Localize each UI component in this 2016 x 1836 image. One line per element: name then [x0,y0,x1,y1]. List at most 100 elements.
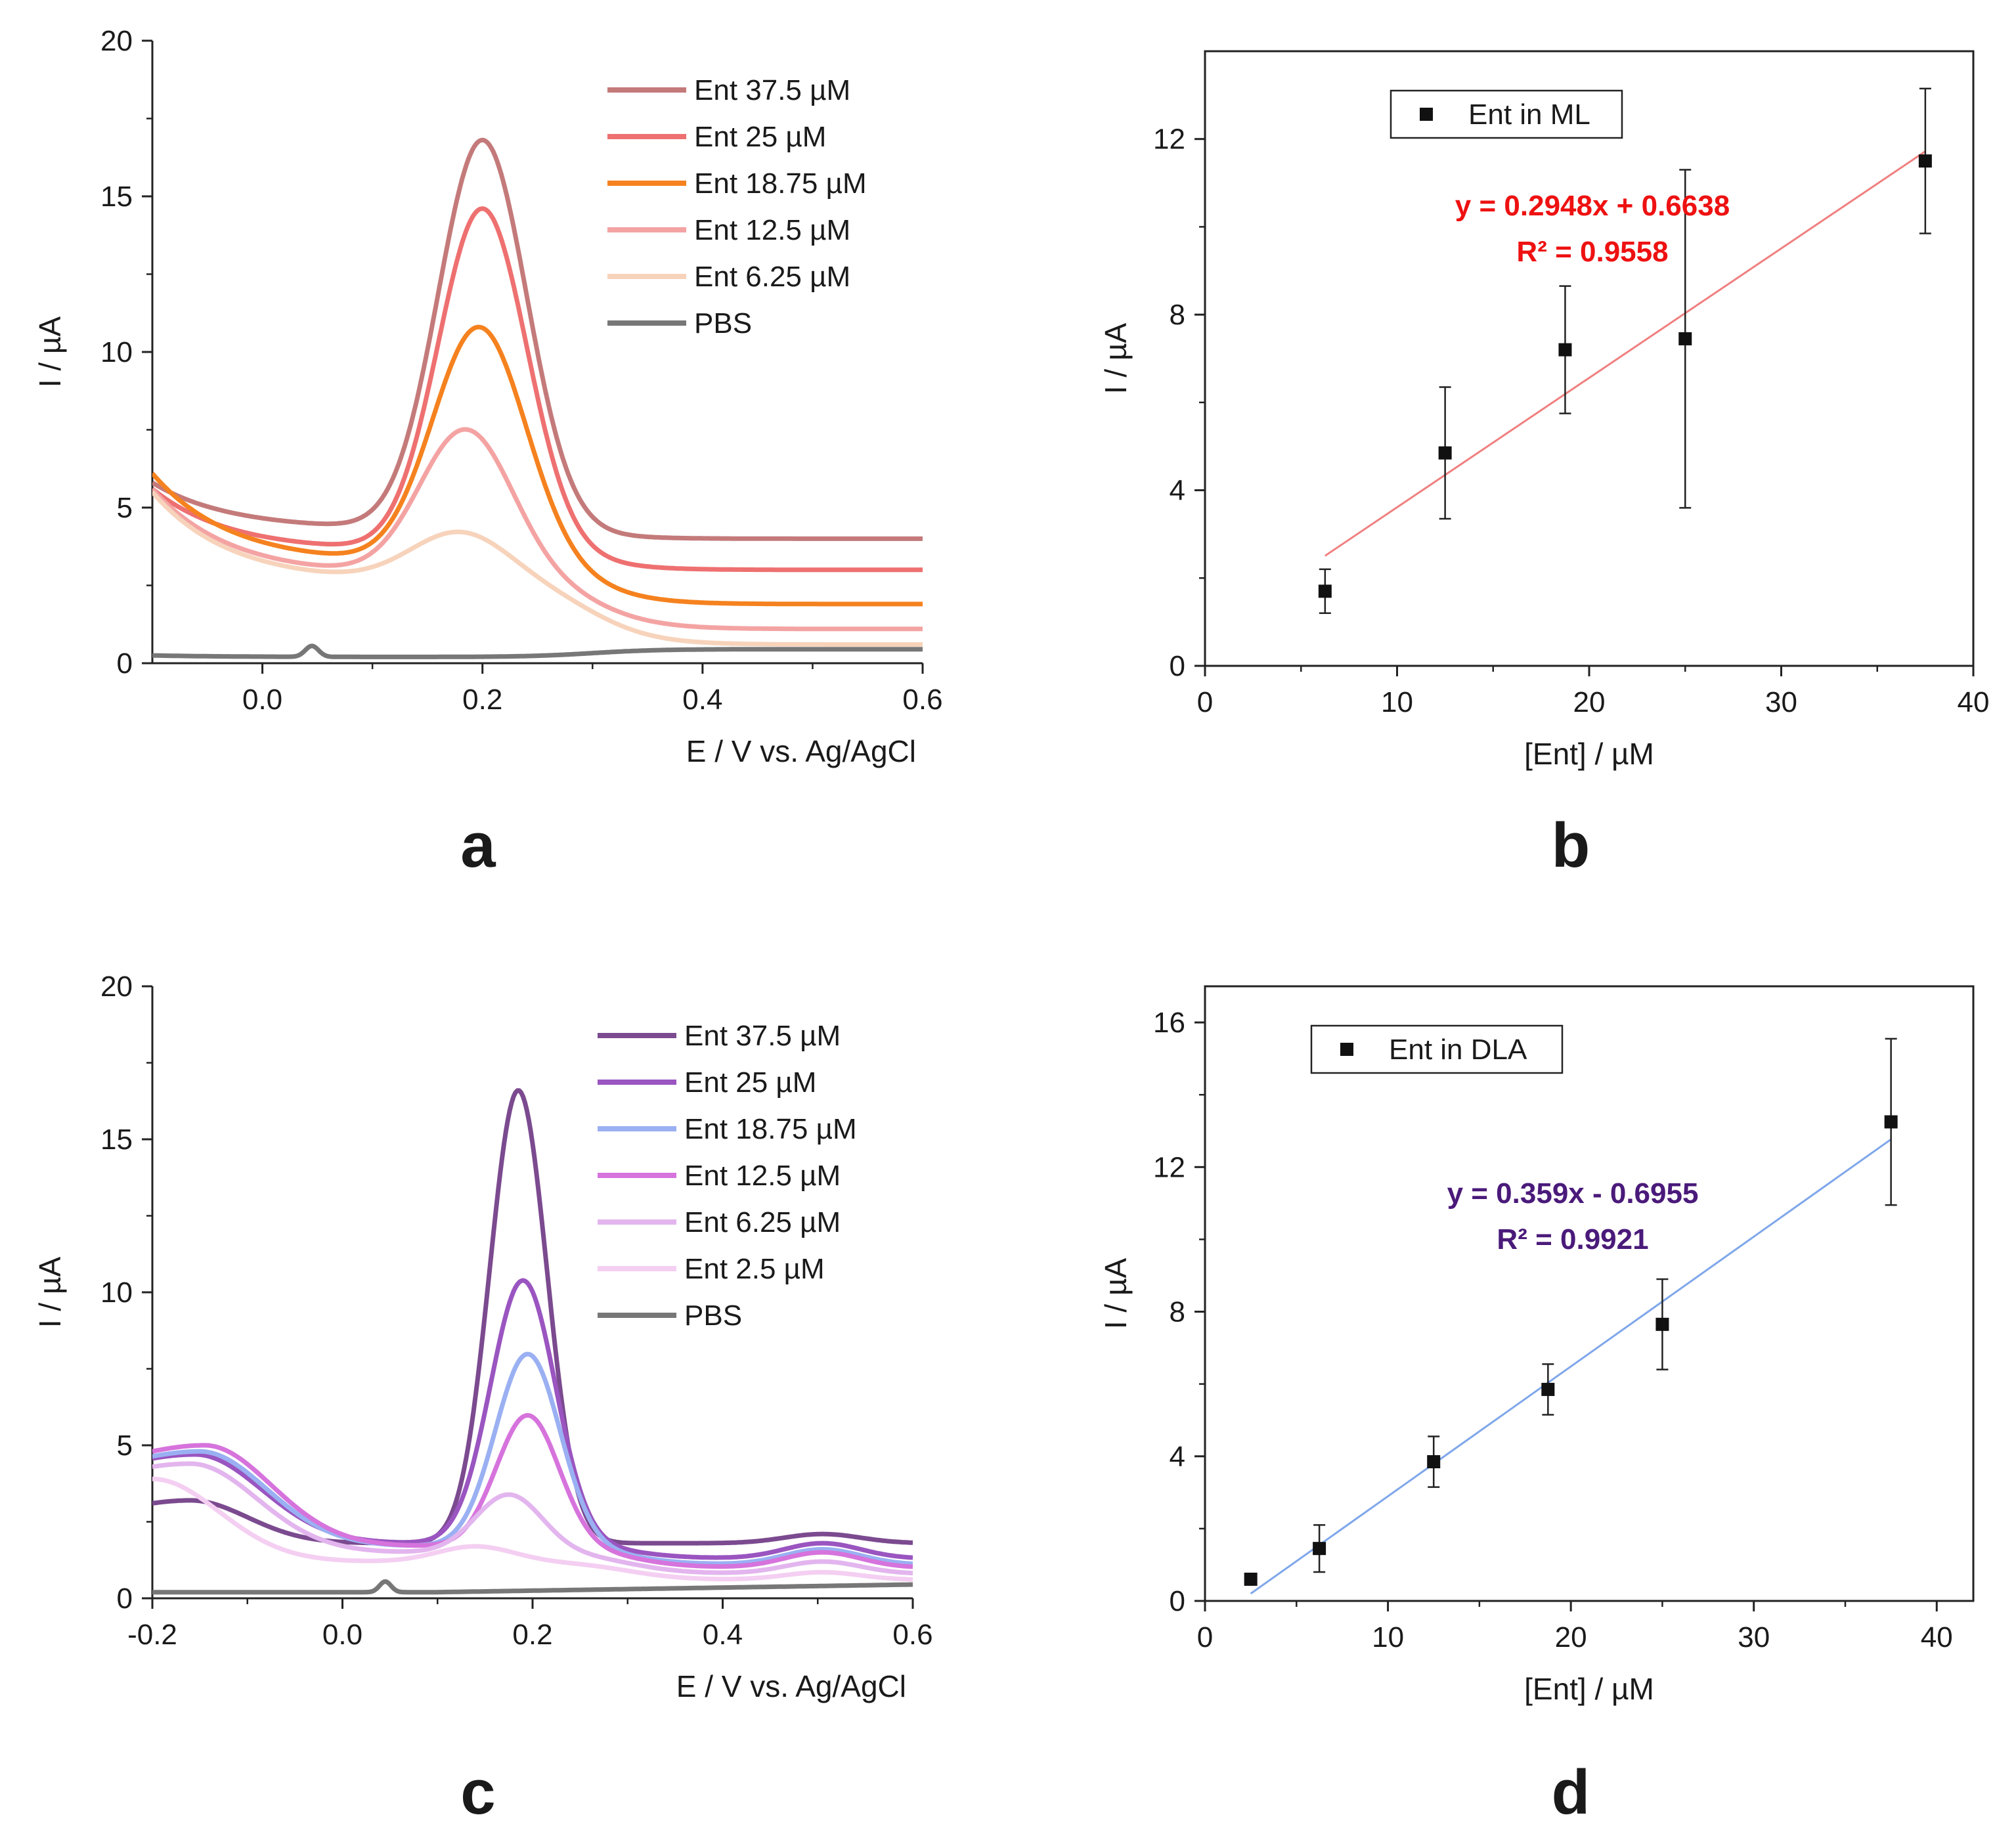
x-tick-label: 0.2 [462,684,502,716]
y-tick-label: 10 [100,1277,133,1309]
x-tick-label: 0 [1197,686,1213,718]
data-point [1541,1382,1555,1396]
legend-label: Ent 12.5 µM [684,1160,841,1192]
y-tick-label: 20 [100,25,133,57]
data-point [1318,584,1332,598]
y-tick-label: 4 [1170,475,1185,507]
data-point [1655,1317,1669,1331]
data-point [1313,1542,1326,1556]
data-point [1918,154,1932,168]
data-point [1558,343,1572,357]
legend-label: Ent in DLA [1389,1034,1527,1066]
x-tick-label: 20 [1555,1621,1587,1653]
series-line [152,324,923,607]
series-line [152,1278,913,1560]
x-tick-label: 0.6 [902,684,942,716]
y-tick-label: 0 [117,647,133,680]
plot-frame [1204,985,1975,1602]
legend-label: Ent 25 µM [684,1066,816,1099]
y-tick-label: 8 [1170,299,1185,331]
r-squared: R² = 0.9921 [1497,1223,1648,1256]
data-point [1427,1455,1441,1469]
x-tick-label: 30 [1738,1621,1770,1653]
legend-label: Ent 6.25 µM [694,261,850,293]
x-tick-label: 0.2 [512,1619,552,1651]
panel-letter: d [1552,1757,1590,1827]
panel-letter: a [460,810,496,881]
x-axis-title: E / V vs. Ag/AgCl [676,1669,906,1703]
series-line [152,1579,913,1595]
legend-marker [1420,108,1433,121]
series-line [152,491,923,647]
series-line [152,644,923,659]
series-line [152,206,923,573]
fit-line [1250,1138,1892,1595]
panel-a: 0.0 0.2 0.4 0.6 0 5 10 15 20 E / V vs. Ag/AgCl I /… [33,25,943,881]
x-tick-label: 0.0 [242,684,282,716]
series-line [152,1412,913,1569]
series-line [152,137,923,541]
x-tick-label: 40 [1958,686,1990,718]
y-tick-label: 12 [1153,123,1185,156]
r-squared: R² = 0.9558 [1516,236,1668,268]
legend-label: Ent 37.5 µM [684,1020,841,1052]
series-line [152,1476,913,1582]
x-tick-label: 10 [1381,686,1413,718]
y-tick-label: 12 [1153,1151,1185,1183]
plot-frame [1204,50,1975,667]
data-point [1438,446,1452,460]
legend-label: Ent 18.75 µM [694,167,867,200]
y-axis-title: I / µA [1099,1258,1133,1330]
legend-label: Ent 37.5 µM [694,74,850,106]
data-point [1884,1115,1898,1129]
x-tick-label: 30 [1765,686,1797,718]
series-line [152,1351,913,1566]
y-tick-label: 15 [100,181,133,213]
panel-c: -0.2 0.0 0.2 0.4 0.6 0 5 10 15 20 E / V vs. Ag/AgC… [33,971,933,1827]
y-tick-label: 16 [1153,1007,1185,1039]
y-tick-label: 8 [1170,1296,1185,1328]
x-tick-label: 0.0 [322,1619,362,1651]
legend-label: Ent in ML [1468,98,1590,131]
y-tick-label: 15 [100,1124,133,1156]
legend-label: PBS [694,307,752,339]
y-tick-label: 0 [1170,650,1185,682]
legend-label: Ent 25 µM [694,121,826,153]
legend-label: Ent 12.5 µM [694,214,850,246]
y-tick-label: 0 [117,1583,133,1615]
y-axis-title: I / µA [1099,323,1133,395]
legend-label: Ent 2.5 µM [684,1253,825,1285]
fit-equation: y = 0.359x - 0.6955 [1447,1177,1699,1210]
y-tick-label: 10 [100,336,133,368]
data-point [1678,332,1692,345]
x-axis-title: E / V vs. Ag/AgCl [686,734,916,768]
x-tick-label: 40 [1921,1621,1953,1653]
panel-letter: b [1552,810,1590,881]
x-tick-label: -0.2 [127,1619,177,1651]
legend-label: Ent 6.25 µM [684,1206,841,1238]
series-line [152,1461,913,1576]
x-tick-label: 0.4 [703,1619,743,1651]
x-axis-title: [Ent] / µM [1524,1672,1654,1706]
x-tick-label: 20 [1573,686,1606,718]
y-axis-title: I / µA [33,317,67,388]
x-tick-label: 10 [1372,1621,1404,1653]
legend-label: PBS [684,1300,742,1332]
legend-label: Ent 18.75 µM [684,1113,857,1145]
x-tick-label: 0.6 [892,1619,932,1651]
panel-d: 0 10 20 30 40 0 4 8 12 16 [Ent] / µM I / µA d Ent in … [1099,985,1975,1827]
series-line [152,427,923,632]
y-tick-label: 5 [117,1430,133,1462]
y-tick-label: 20 [100,971,133,1003]
fit-line [1324,150,1926,557]
panel-b: 0 10 20 30 40 0 4 8 12 [Ent] / µM I / µA b Ent in ML… [1099,50,1990,881]
data-point [1244,1572,1258,1586]
y-axis-title: I / µA [33,1257,67,1328]
x-axis-title: [Ent] / µM [1524,737,1654,771]
panel-letter: c [460,1757,495,1827]
y-tick-label: 4 [1170,1441,1185,1473]
series-line [152,1088,913,1546]
y-tick-label: 5 [117,492,133,524]
x-tick-label: 0 [1197,1621,1213,1653]
